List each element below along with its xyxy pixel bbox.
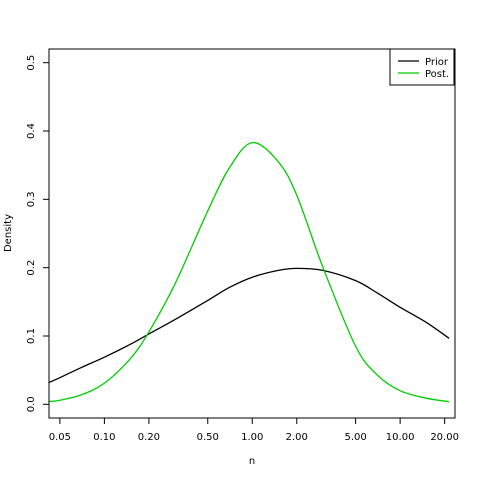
series-line-post [48, 141, 450, 403]
y-tick-label: 0.5 [26, 55, 37, 71]
x-tick-label: 10.00 [386, 432, 415, 443]
x-tick-label: 2.00 [286, 432, 308, 443]
x-tick-label: 20.00 [430, 432, 459, 443]
legend: Prior Post. [389, 48, 455, 86]
y-tick-label: 0.1 [26, 328, 37, 344]
y-tick-label: 0.0 [26, 396, 37, 412]
legend-label-post: Post. [425, 69, 449, 80]
x-tick-label: 5.00 [344, 432, 366, 443]
y-tick-label: 0.4 [26, 123, 37, 139]
x-axis-label: n [249, 456, 255, 467]
x-tick-label: 0.05 [49, 432, 71, 443]
legend-label-prior: Prior [425, 57, 449, 68]
x-tick-label: 0.20 [138, 432, 160, 443]
y-tick-label: 0.2 [26, 260, 37, 276]
series-line-prior [48, 267, 450, 384]
axes-layer: 0.05 0.10 0.20 0.50 1.00 2.00 5.00 10.00 20.00 0.… [26, 48, 459, 443]
x-tick-label: 0.50 [197, 432, 219, 443]
x-tick-label: 0.10 [93, 432, 115, 443]
y-axis-label: Density [3, 214, 14, 252]
y-tick-label: 0.3 [26, 191, 37, 207]
legend-box [389, 48, 455, 86]
plot-layer [48, 141, 450, 403]
x-tick-label: 1.00 [241, 432, 263, 443]
